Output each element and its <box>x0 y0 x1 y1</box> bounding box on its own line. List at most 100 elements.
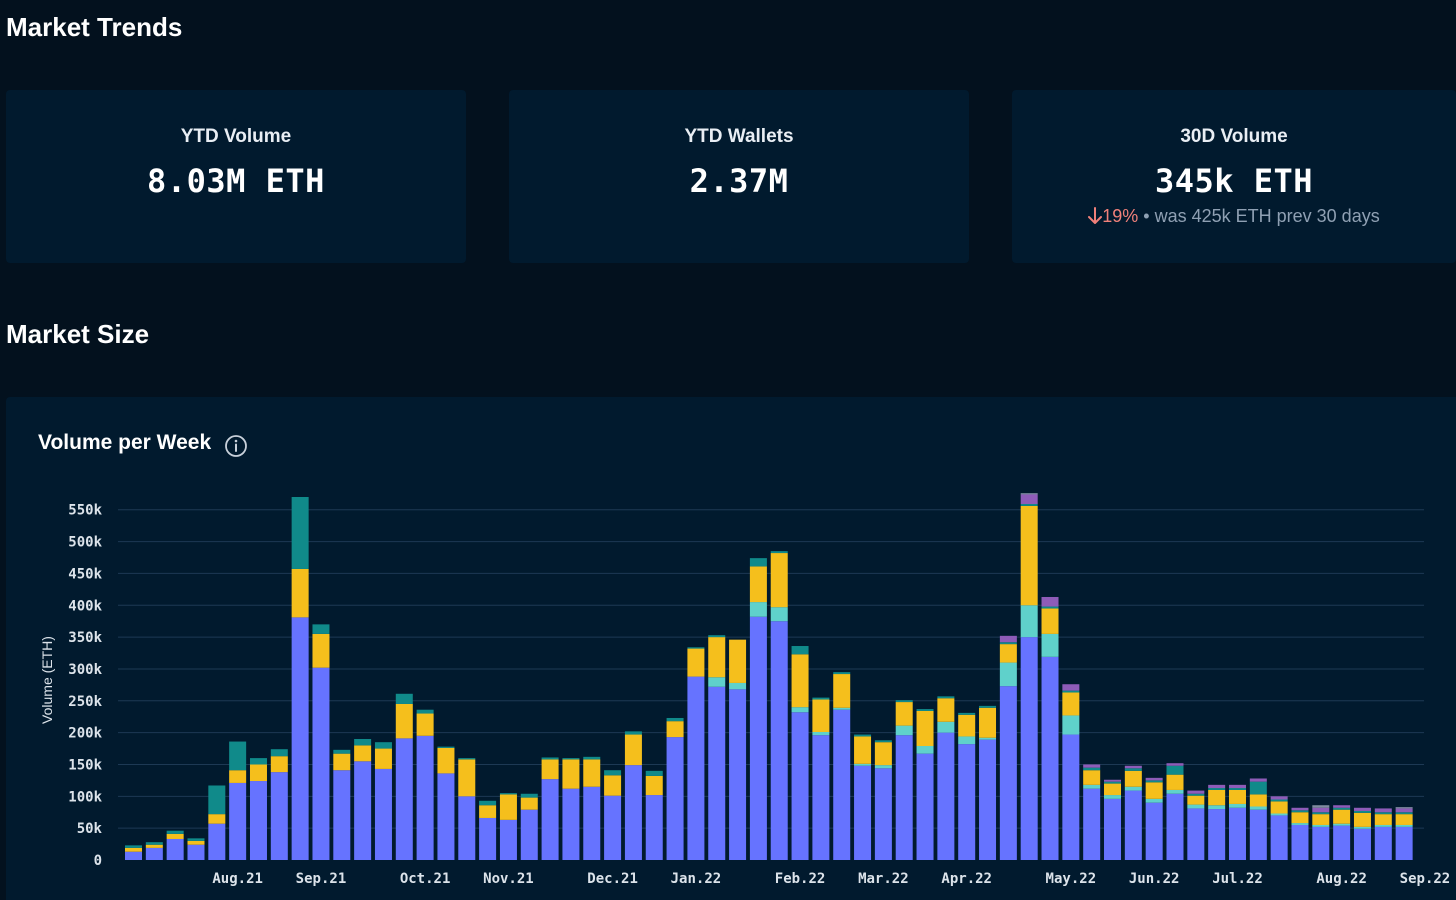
bar-segment <box>1145 777 1163 781</box>
bar-segment <box>770 551 788 554</box>
bar-segment <box>1291 824 1309 860</box>
bar-segment <box>333 770 351 860</box>
bar-segment <box>1124 770 1142 787</box>
y-tick-label: 500k <box>68 535 102 551</box>
bar-segment <box>1145 802 1163 860</box>
bar-segment <box>1353 812 1371 827</box>
bar-segment <box>1166 789 1184 794</box>
bar-segment <box>229 741 247 771</box>
bar-segment <box>812 735 830 860</box>
bar-segment <box>874 768 892 860</box>
bar-segment <box>1270 813 1288 816</box>
x-tick-label: Aug.22 <box>1316 871 1367 887</box>
bar-segment <box>1187 793 1205 796</box>
bar-segment <box>791 646 809 655</box>
bar-segment <box>437 747 455 774</box>
bar-segment <box>1083 770 1101 785</box>
bar-segment <box>1395 807 1413 809</box>
bar-segment <box>916 746 934 754</box>
bar-segment <box>499 793 517 795</box>
x-tick-label: May.22 <box>1046 871 1097 887</box>
bar-segment <box>1062 690 1080 693</box>
bar-segment <box>854 734 872 737</box>
bar-segment <box>270 749 288 757</box>
bar-segment <box>208 823 226 860</box>
bar-segment <box>1020 505 1038 606</box>
bar-segment <box>291 568 309 618</box>
x-tick-label: Feb.22 <box>775 871 826 887</box>
bar-segment <box>958 736 976 745</box>
bar-segment <box>395 703 413 739</box>
bar-segment <box>1187 790 1205 794</box>
bar-segment <box>624 765 642 860</box>
bar-segment <box>1041 596 1059 607</box>
30d-volume-value: 345k ETH <box>1154 162 1314 200</box>
bar-segment <box>145 844 163 848</box>
bar-segment <box>999 635 1017 643</box>
bar-segment <box>1353 828 1371 860</box>
bar-segment <box>895 725 913 736</box>
info-icon[interactable] <box>224 434 248 458</box>
bar-segment <box>729 689 747 860</box>
bar-segment <box>1333 825 1351 860</box>
bar-segment <box>708 637 726 678</box>
bar-segment <box>1333 823 1351 826</box>
bar-segment <box>791 654 809 708</box>
bar-segment <box>1020 637 1038 860</box>
bar-segment <box>791 712 809 860</box>
bar-segment <box>1041 656 1059 860</box>
bar-segment <box>1187 795 1205 805</box>
bar-segment <box>979 707 997 738</box>
bar-segment <box>1249 778 1267 782</box>
bar-segment <box>1104 795 1122 799</box>
bar-segment <box>416 713 434 736</box>
bar-segment <box>916 709 934 711</box>
bar-segment <box>166 833 184 839</box>
bar-segment <box>1228 784 1246 789</box>
bar-segment <box>1083 788 1101 860</box>
bar-segment <box>437 773 455 860</box>
bar-segment <box>249 758 267 765</box>
bar-segment <box>666 737 684 860</box>
bar-segment <box>666 717 684 722</box>
bar-segment <box>1395 824 1413 827</box>
bar-segment <box>1291 812 1309 824</box>
bar-segment <box>1228 807 1246 860</box>
bar-segment <box>874 742 892 766</box>
bar-segment <box>1353 810 1371 813</box>
bar-segment <box>458 796 476 860</box>
x-tick-label: Jan.22 <box>671 871 722 887</box>
bar-segment <box>270 772 288 860</box>
bar-segment <box>562 788 580 860</box>
bar-segment <box>770 607 788 622</box>
bar-segment <box>1249 806 1267 810</box>
bar-segment <box>541 757 559 760</box>
bar-segment <box>708 686 726 860</box>
bar-segment <box>833 707 851 710</box>
bar-segment <box>499 819 517 860</box>
bar-segment <box>1083 784 1101 789</box>
bar-segment <box>166 830 184 834</box>
bar-segment <box>1062 684 1080 691</box>
bar-segment <box>1020 493 1038 495</box>
bar-segment <box>999 662 1017 687</box>
bar-segment <box>541 779 559 860</box>
bar-segment <box>1249 781 1267 795</box>
bar-segment <box>604 775 622 796</box>
bar-segment <box>1062 715 1080 735</box>
y-tick-label: 550k <box>68 503 102 519</box>
bar-segment <box>208 785 226 815</box>
bar-segment <box>666 721 684 738</box>
y-tick-label: 400k <box>68 598 102 614</box>
bar-segment <box>979 737 997 740</box>
bar-segment <box>833 709 851 860</box>
bar-segment <box>1312 812 1330 815</box>
bar-segment <box>458 759 476 797</box>
bar-segment <box>999 686 1017 860</box>
market-size-title: Market Size <box>6 319 150 349</box>
bar-segment <box>499 794 517 820</box>
bar-segment <box>937 698 955 722</box>
bar-segment <box>833 672 851 675</box>
bar-segment <box>1166 765 1184 775</box>
bar-segment <box>1291 823 1309 825</box>
